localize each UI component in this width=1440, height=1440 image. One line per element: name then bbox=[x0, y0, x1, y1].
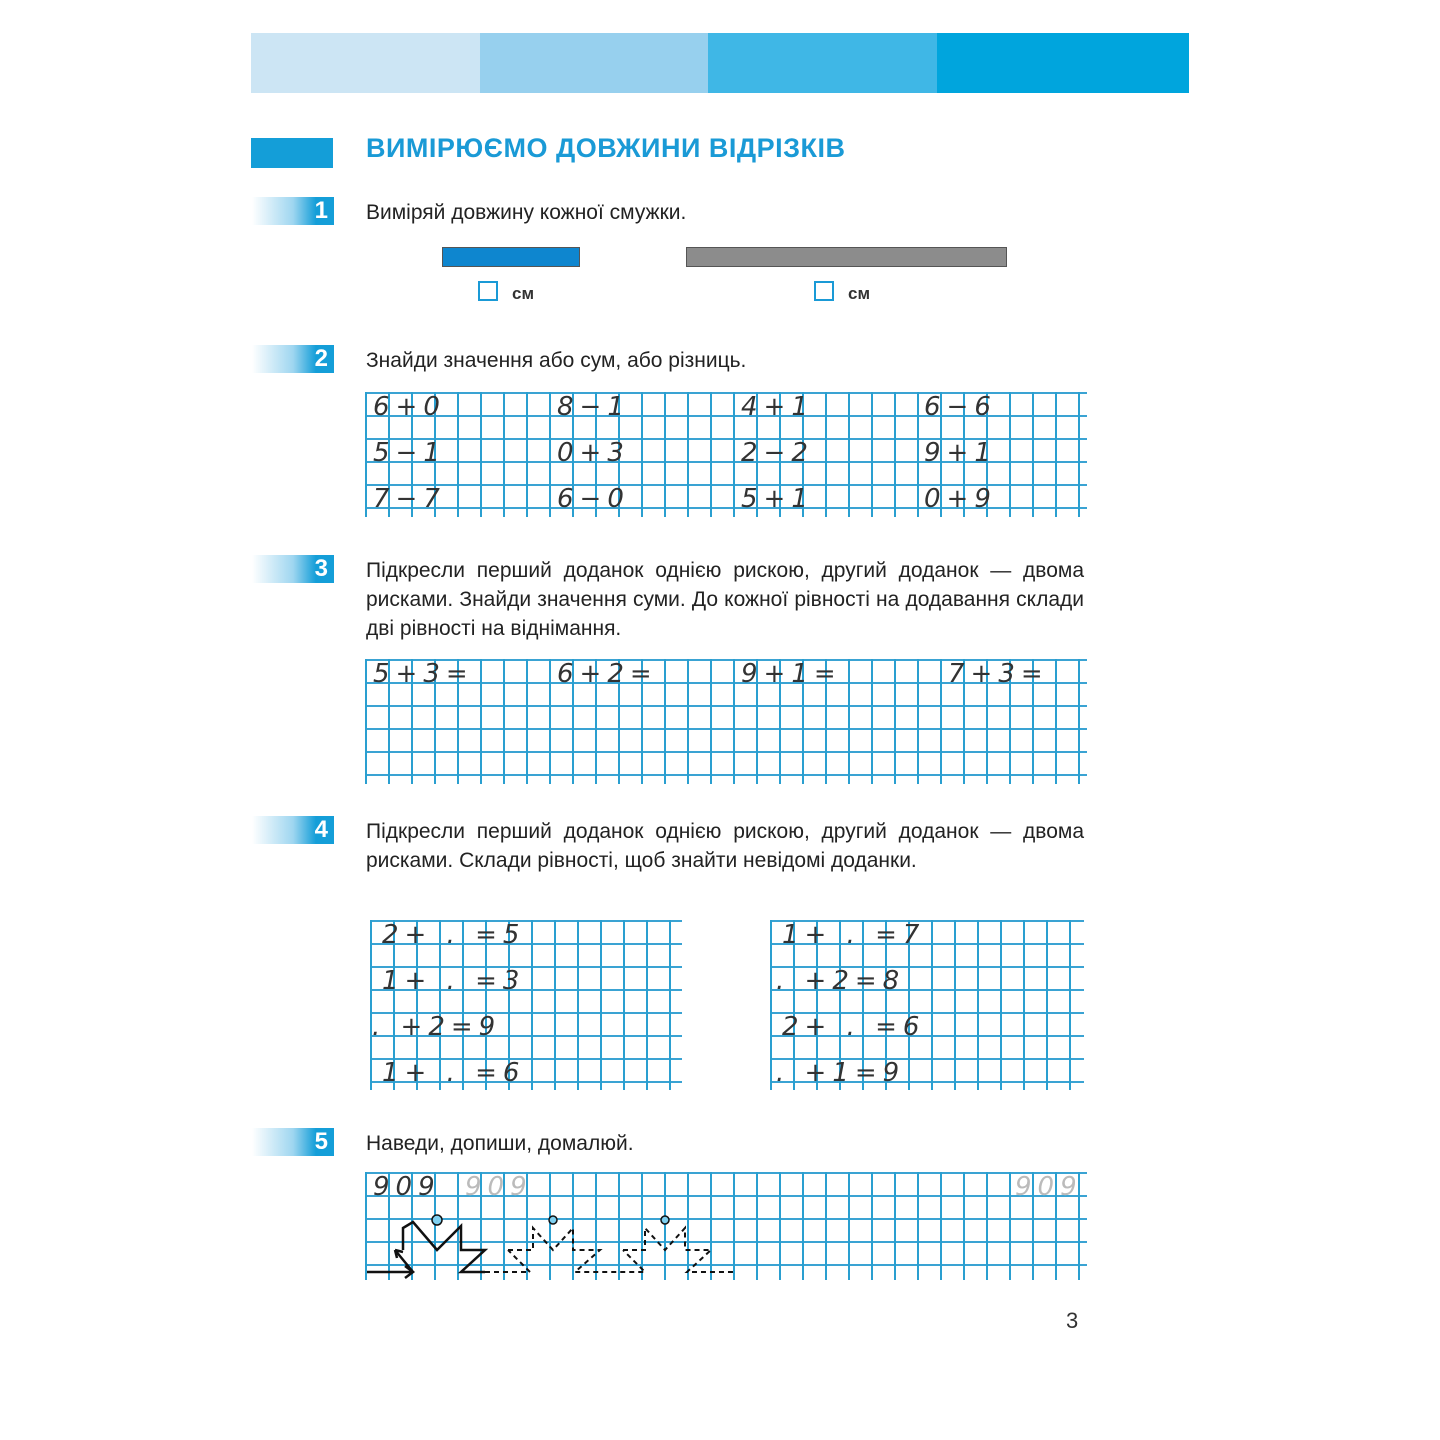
unit-label-1: см bbox=[512, 284, 535, 303]
equation: . +2=8 bbox=[776, 966, 906, 996]
equation: . +2=9 bbox=[372, 1012, 502, 1042]
pattern-drawing bbox=[367, 1214, 735, 1279]
page-number: 3 bbox=[1066, 1308, 1079, 1333]
unit-label-2: см bbox=[848, 284, 871, 303]
gray-strip bbox=[686, 247, 1007, 267]
expression: 9+1= bbox=[741, 659, 842, 689]
header-band-2 bbox=[480, 33, 708, 93]
equation: 1+ . =6 bbox=[382, 1058, 526, 1088]
expression: 9+1 bbox=[924, 438, 997, 468]
task-4-text: Підкресли перший доданок однією рискою, … bbox=[366, 820, 1084, 872]
expression: 5−1 bbox=[373, 438, 446, 468]
task-number-3: 3 bbox=[252, 555, 334, 583]
blue-strip bbox=[442, 247, 580, 267]
sample-number: 909 bbox=[373, 1172, 441, 1202]
expression: 5+1 bbox=[741, 484, 814, 514]
page-title: ВИМІРЮЄМО ДОВЖИНИ ВІДРІЗКІВ bbox=[366, 133, 846, 163]
task-number-1: 1 bbox=[252, 197, 334, 225]
header-band-1 bbox=[251, 33, 480, 93]
equation: . +1=9 bbox=[776, 1058, 906, 1088]
expression: 6+0 bbox=[373, 392, 446, 422]
expression: 6−6 bbox=[924, 392, 997, 422]
expression: 5+3= bbox=[373, 659, 474, 689]
header-band-4 bbox=[937, 33, 1189, 93]
task-1-text: Виміряй довжину кожної смужки. bbox=[366, 201, 687, 224]
header-band-3 bbox=[708, 33, 937, 93]
expression: 0+3 bbox=[557, 438, 630, 468]
expression: 0+9 bbox=[924, 484, 997, 514]
title-marker bbox=[251, 138, 333, 168]
grid-task-5 bbox=[365, 1172, 1087, 1280]
task-3-text: Підкресли перший доданок однією рискою, … bbox=[366, 559, 1084, 640]
task-number-5: 5 bbox=[252, 1128, 334, 1156]
equation: 2+ . =6 bbox=[782, 1012, 926, 1042]
expression: 6−0 bbox=[557, 484, 630, 514]
answer-box-2[interactable] bbox=[814, 281, 834, 301]
equation: 1+ . =3 bbox=[382, 966, 526, 996]
equation: 1+ . =7 bbox=[782, 920, 926, 950]
grid-task-2 bbox=[365, 392, 1087, 517]
expression: 8−1 bbox=[557, 392, 630, 422]
trace-number: 909 bbox=[465, 1172, 533, 1202]
expression: 6+2= bbox=[557, 659, 658, 689]
task-number-2: 2 bbox=[252, 345, 334, 373]
grid-task-4-right bbox=[770, 920, 1084, 1090]
task-2-text: Знайди значення або сум, або різниць. bbox=[366, 349, 747, 372]
expression: 7+3= bbox=[948, 659, 1049, 689]
grid-task-3 bbox=[365, 659, 1087, 784]
trace-number-end: 909 bbox=[1015, 1172, 1083, 1202]
equation: 2+ . =5 bbox=[382, 920, 526, 950]
expression: 4+1 bbox=[741, 392, 814, 422]
answer-box-1[interactable] bbox=[478, 281, 498, 301]
expression: 2−2 bbox=[741, 438, 814, 468]
task-number-4: 4 bbox=[252, 816, 334, 844]
task-5-text: Наведи, допиши, домалюй. bbox=[366, 1132, 634, 1155]
expression: 7−7 bbox=[373, 484, 446, 514]
grid-task-4-left bbox=[370, 920, 682, 1090]
